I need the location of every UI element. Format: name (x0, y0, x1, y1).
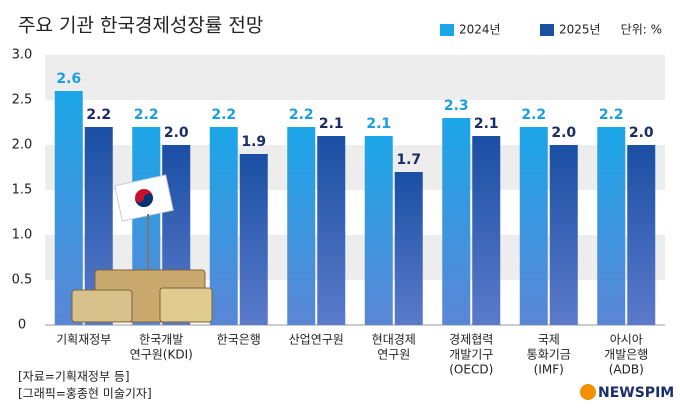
y-tick-label: 2.0 (12, 138, 33, 153)
y-tick-label: 0.5 (12, 273, 33, 288)
bar (549, 145, 578, 325)
x-tick-label: 경제협력 (449, 333, 493, 347)
x-tick-label: (IMF) (534, 363, 564, 377)
y-tick-label: 1.5 (12, 183, 33, 198)
x-tick-label: 연구원(KDI) (130, 348, 193, 362)
x-tick-label: 개발기구 (449, 348, 493, 362)
bar (442, 118, 471, 325)
value-label: 2.6 (56, 71, 81, 87)
flag-decoration (71, 174, 213, 323)
y-tick-label: 2.5 (12, 93, 33, 108)
legend-label: 2025년 (559, 23, 601, 37)
y-tick-label: 3.0 (12, 48, 33, 63)
value-label: 2.3 (444, 98, 469, 114)
legend-swatch (540, 24, 554, 36)
value-label: 2.2 (521, 107, 546, 123)
value-label: 1.9 (241, 134, 266, 150)
value-label: 2.1 (319, 116, 344, 132)
x-tick-label: 산업연구원 (289, 333, 344, 347)
x-tick-label: 연구원 (377, 348, 410, 362)
value-label: 2.1 (366, 116, 391, 132)
value-label: 2.2 (86, 107, 111, 123)
bar (317, 136, 346, 325)
bar (209, 127, 238, 325)
value-label: 2.1 (474, 116, 499, 132)
chart-title: 주요 기관 한국경제성장률 전망 (18, 15, 263, 37)
y-tick-label: 1.0 (12, 228, 33, 243)
bar (394, 172, 423, 325)
value-label: 2.2 (289, 107, 314, 123)
value-label: 2.0 (164, 125, 189, 141)
value-label: 2.2 (211, 107, 236, 123)
footnote: [자료=기획재정부 등] (18, 370, 130, 384)
bar (287, 127, 316, 325)
x-tick-label: 한국은행 (217, 332, 261, 347)
value-label: 1.7 (396, 152, 421, 168)
x-tick-label: 아시아 (610, 333, 643, 347)
value-label: 2.2 (599, 107, 624, 123)
bar (364, 136, 393, 325)
bar (472, 136, 501, 325)
x-tick-label: 통화기금 (527, 348, 571, 362)
x-tick-label: 개발은행 (604, 347, 648, 362)
y-tick-label: 0 (18, 318, 26, 333)
bar (239, 154, 268, 325)
unit-label: 단위: % (621, 23, 662, 37)
logo: NEWSPIM (598, 385, 674, 401)
x-tick-label: 한국개발 (139, 333, 183, 347)
x-tick-label: 현대경제 (372, 333, 416, 347)
bar (54, 91, 83, 325)
grid-band (45, 55, 665, 100)
value-label: 2.0 (629, 125, 654, 141)
x-tick-label: (ADB) (609, 363, 644, 377)
legend-label: 2024년 (459, 23, 501, 37)
bar (627, 145, 656, 325)
x-tick-label: (OECD) (449, 363, 493, 377)
footnote: [그래픽=홍종현 미술기자] (18, 387, 152, 401)
legend-swatch (440, 24, 454, 36)
x-tick-label: 기획재정부 (56, 333, 111, 347)
bar (597, 127, 626, 325)
bar (519, 127, 548, 325)
value-label: 2.0 (551, 125, 576, 141)
value-label: 2.2 (134, 107, 159, 123)
logo-icon (580, 384, 596, 400)
x-tick-label: 국제 (538, 333, 560, 347)
